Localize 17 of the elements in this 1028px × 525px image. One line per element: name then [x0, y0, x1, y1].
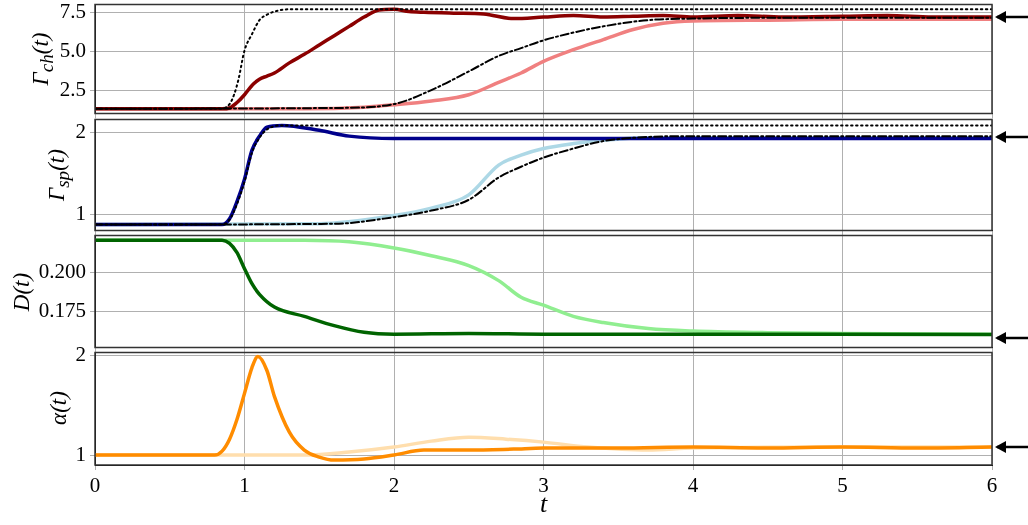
y-tick-label: 7.5	[59, 0, 86, 23]
y-tick-label: 2	[75, 342, 86, 367]
y-tick-label: 2.5	[59, 76, 86, 101]
x-tick-label: 6	[986, 473, 998, 498]
y-tick-label: 1	[75, 441, 86, 466]
y-axis-title: D(t)	[8, 272, 35, 311]
y-tick-label: 5.0	[59, 37, 86, 62]
x-tick-label: 2	[388, 473, 400, 498]
y-axis-title: α(t)	[45, 390, 72, 425]
x-tick-label: 0	[89, 473, 101, 498]
y-tick-label: 0.175	[38, 298, 86, 323]
x-tick-label: 1	[239, 473, 250, 498]
y-tick-label: 2	[75, 118, 86, 143]
y-tick-label: 1	[75, 201, 86, 226]
x-tick-label: 5	[837, 473, 848, 498]
y-tick-label: 0.200	[38, 259, 86, 284]
x-tick-label: 4	[687, 473, 699, 498]
